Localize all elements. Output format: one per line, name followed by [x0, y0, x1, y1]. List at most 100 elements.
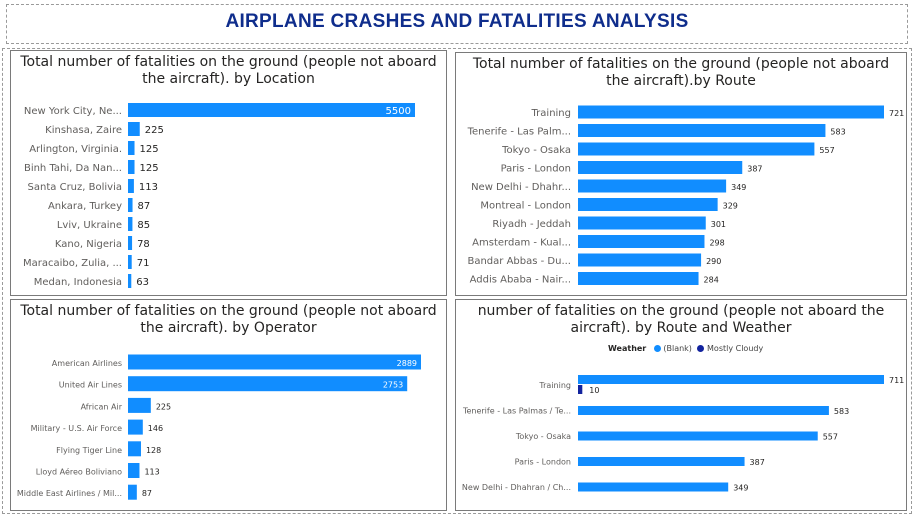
category-label: Paris - London	[515, 458, 571, 467]
category-label: Training	[531, 108, 571, 119]
category-label: New Delhi - Dhahr...	[471, 182, 571, 193]
data-label: 387	[747, 165, 762, 174]
data-label: 225	[145, 125, 164, 136]
bar-blank[interactable]	[578, 375, 884, 384]
bar[interactable]	[578, 198, 718, 211]
data-label: 113	[144, 468, 159, 477]
category-label: Kano, Nigeria	[55, 239, 122, 250]
bar[interactable]	[128, 376, 408, 392]
bar[interactable]	[128, 441, 141, 457]
category-label: Montreal - London	[480, 201, 571, 212]
data-label: 284	[704, 276, 719, 285]
location-chart-title: Total number of fatalities on the ground…	[20, 54, 437, 87]
data-label: 10	[589, 386, 599, 395]
category-label: Amsterdam - Kual...	[472, 238, 571, 249]
category-label: New York City, Ne...	[24, 106, 122, 117]
data-label: 387	[750, 458, 765, 467]
bar[interactable]	[578, 235, 705, 248]
bar[interactable]	[128, 141, 135, 155]
bar[interactable]	[578, 216, 706, 230]
location-bar-chart: New York City, Ne... 5500 Kinshasa, Zaire 2…	[23, 103, 415, 288]
category-label: Kinshasa, Zaire	[45, 125, 122, 136]
bar[interactable]	[578, 179, 727, 193]
category-label: Bandar Abbas - Du...	[467, 256, 571, 267]
weather-legend: Weather (Blank) Mostly Cloudy	[608, 344, 763, 353]
bar[interactable]	[128, 419, 143, 435]
legend-dot-blank	[653, 345, 661, 352]
bar[interactable]	[128, 236, 133, 250]
bar-blank[interactable]	[578, 406, 829, 415]
operator-chart-title: Total number of fatalities on the ground…	[20, 303, 437, 336]
category-label: African Air	[81, 402, 123, 411]
category-label: American Airlines	[52, 359, 122, 368]
data-label: 349	[733, 484, 748, 493]
bar[interactable]	[128, 354, 421, 370]
bar-blank[interactable]	[578, 457, 745, 466]
category-label: Arlington, Virginia.	[29, 144, 122, 155]
bar-blank[interactable]	[578, 431, 818, 441]
bar[interactable]	[128, 217, 133, 231]
bar-mostly-cloudy[interactable]	[578, 385, 583, 394]
category-label: Lviv, Ukraine	[57, 220, 122, 231]
data-label: 583	[830, 128, 845, 137]
category-label: Flying Tiger Line	[56, 446, 122, 455]
operator-bar-chart: American Airlines 2889 United Air Lines 275…	[17, 354, 421, 500]
data-label: 298	[709, 239, 724, 248]
bar-blank[interactable]	[578, 482, 729, 492]
category-label: Lloyd Aéreo Boliviano	[36, 467, 122, 477]
category-label: Medan, Indonesia	[34, 277, 122, 288]
category-label: Tokyo - Osaka	[515, 432, 571, 441]
legend-dot-mostly-cloudy	[697, 345, 705, 352]
category-label: United Air Lines	[59, 381, 122, 390]
title-banner: AIRPLANE CRASHES AND FATALITIES ANALYSIS	[6, 4, 908, 44]
bar[interactable]	[128, 122, 140, 136]
category-label: Middle East Airlines / Mil...	[17, 489, 122, 498]
bar[interactable]	[578, 124, 826, 137]
data-label: 301	[711, 220, 726, 229]
data-label: 290	[706, 257, 721, 266]
bar[interactable]	[128, 179, 134, 193]
operator-chart-panel[interactable]: Total number of fatalities on the ground…	[10, 299, 447, 511]
location-chart-panel[interactable]: Total number of fatalities on the ground…	[10, 50, 447, 296]
data-label: 711	[889, 376, 904, 385]
bar[interactable]	[128, 274, 132, 288]
category-label: Binh Tahi, Da Nan...	[24, 163, 122, 174]
route-chart-panel[interactable]: Total number of fatalities on the ground…	[455, 52, 907, 296]
category-label: Paris - London	[501, 164, 571, 175]
data-label: 721	[889, 109, 904, 118]
legend-title: Weather	[608, 344, 647, 353]
bar[interactable]	[128, 103, 415, 117]
route-bar-chart: Training 721 Tenerife - Las Palm... 583 Toky…	[467, 105, 904, 286]
data-label: 125	[140, 144, 159, 155]
category-label: New Delhi - Dhahran / Ch...	[462, 483, 571, 492]
bar[interactable]	[578, 272, 699, 285]
data-label: 225	[156, 402, 171, 411]
data-label: 63	[136, 277, 149, 288]
data-label: 87	[138, 201, 151, 212]
category-label: Training	[538, 381, 571, 390]
bar[interactable]	[128, 198, 133, 212]
bar[interactable]	[128, 484, 137, 500]
data-label: 113	[139, 182, 158, 193]
bar[interactable]	[578, 161, 743, 174]
data-label: 146	[148, 424, 163, 433]
data-label: 71	[137, 258, 150, 269]
data-label: 2753	[383, 381, 403, 390]
data-label: 5500	[386, 106, 411, 117]
route-chart-title: Total number of fatalities on the ground…	[472, 56, 890, 89]
bar[interactable]	[578, 105, 884, 119]
bar[interactable]	[128, 463, 140, 478]
route-weather-chart-panel[interactable]: number of fatalities on the ground (peop…	[455, 299, 907, 511]
category-label: Maracaibo, Zulia, ...	[23, 258, 122, 269]
data-label: 557	[819, 146, 834, 155]
report-canvas-frame	[2, 48, 912, 514]
data-label: 78	[137, 239, 150, 250]
data-label: 125	[140, 163, 159, 174]
bar[interactable]	[578, 253, 702, 267]
category-label: Military - U.S. Air Force	[31, 424, 122, 433]
bar[interactable]	[128, 160, 135, 174]
bar[interactable]	[128, 255, 132, 269]
category-label: Ankara, Turkey	[48, 201, 122, 212]
bar[interactable]	[578, 142, 815, 156]
bar[interactable]	[128, 397, 151, 413]
